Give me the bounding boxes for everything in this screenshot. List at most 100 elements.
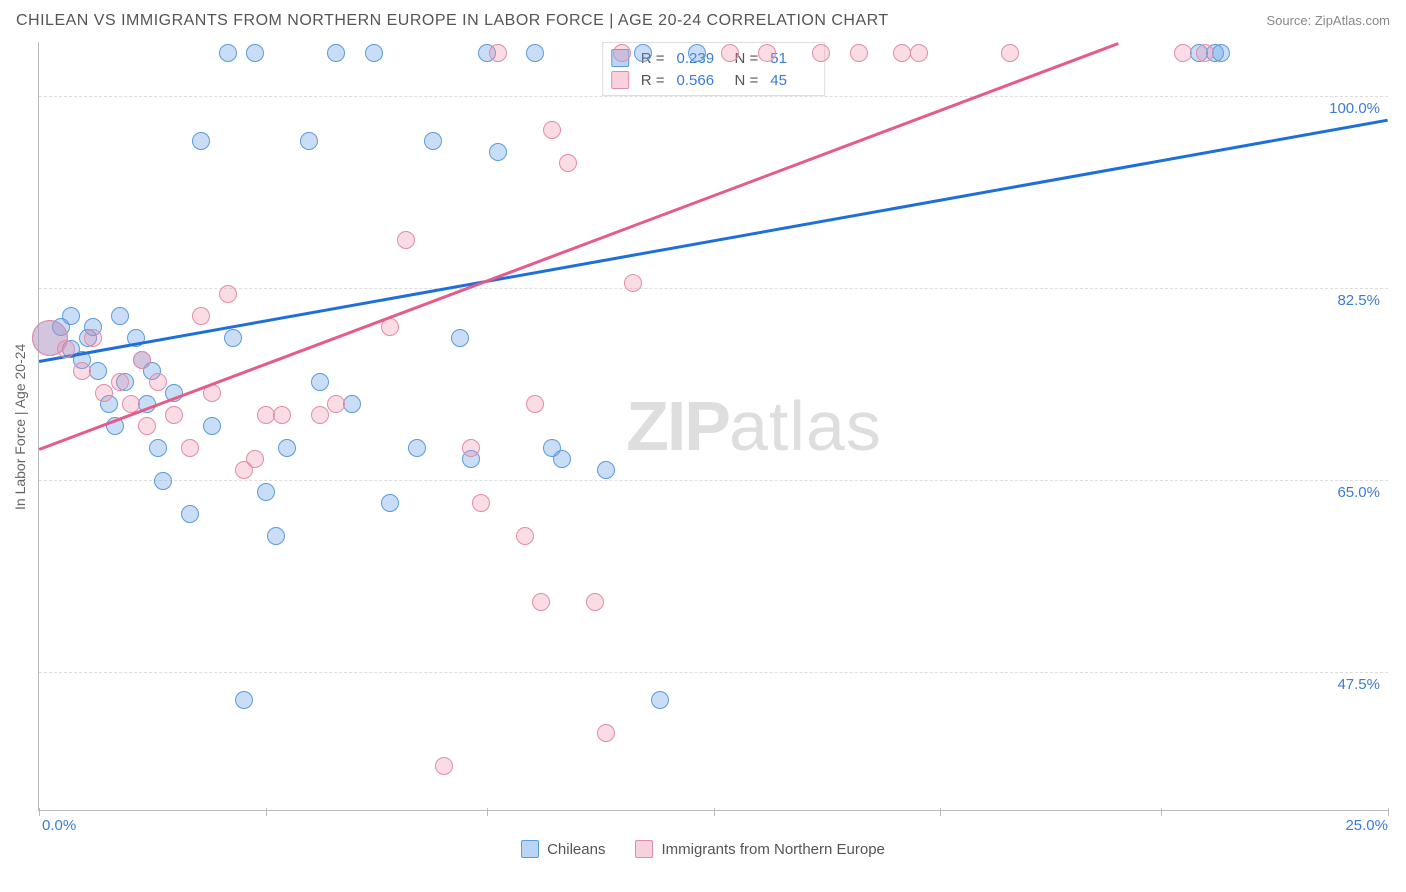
data-point [311,373,329,391]
x-tick [1161,808,1162,816]
data-point [192,132,210,150]
data-point [1212,44,1230,62]
series-legend: Chileans Immigrants from Northern Europe [8,834,1398,858]
y-tick-label: 47.5% [1337,676,1380,693]
data-point [267,527,285,545]
legend-swatch [635,840,653,858]
y-axis-label: In Labor Force | Age 20-24 [8,38,34,815]
data-point [246,450,264,468]
data-point [597,724,615,742]
data-point [1174,44,1192,62]
data-point [246,44,264,62]
data-point [133,351,151,369]
data-point [381,494,399,512]
legend-label: Immigrants from Northern Europe [661,841,884,858]
gridline [39,96,1388,97]
data-point [516,527,534,545]
data-point [95,384,113,402]
data-point [149,439,167,457]
gridline [39,480,1388,481]
data-point [462,439,480,457]
data-point [219,44,237,62]
data-point [532,593,550,611]
data-point [278,439,296,457]
data-point [111,307,129,325]
data-point [257,483,275,501]
data-point [365,44,383,62]
data-point [489,44,507,62]
data-point [526,44,544,62]
x-tick [266,808,267,816]
data-point [192,307,210,325]
data-point [910,44,928,62]
data-point [553,450,571,468]
data-point [149,373,167,391]
data-point [424,132,442,150]
data-point [1196,44,1214,62]
data-point [84,329,102,347]
data-point [327,395,345,413]
x-tick [714,808,715,816]
watermark: ZIPatlas [626,386,882,466]
gridline [39,672,1388,673]
data-point [559,154,577,172]
data-point [634,44,652,62]
trend-line [39,119,1388,363]
x-max-label: 25.0% [1345,817,1388,834]
data-point [758,44,776,62]
x-tick [940,808,941,816]
data-point [397,231,415,249]
data-point [586,593,604,611]
y-tick-label: 65.0% [1337,484,1380,501]
data-point [165,406,183,424]
data-point [1001,44,1019,62]
data-point [597,461,615,479]
data-point [451,329,469,347]
chart-title: CHILEAN VS IMMIGRANTS FROM NORTHERN EURO… [16,12,889,30]
data-point [111,373,129,391]
data-point [327,44,345,62]
data-point [651,691,669,709]
trend-line [39,42,1119,450]
x-tick [487,808,488,816]
gridline [39,288,1388,289]
data-point [526,395,544,413]
y-tick-label: 82.5% [1337,292,1380,309]
data-point [613,44,631,62]
legend-swatch [521,840,539,858]
data-point [219,285,237,303]
data-point [224,329,242,347]
data-point [89,362,107,380]
data-point [721,44,739,62]
data-point [472,494,490,512]
data-point [688,44,706,62]
source-attribution: Source: ZipAtlas.com [1266,13,1390,28]
data-point [812,44,830,62]
data-point [311,406,329,424]
data-point [343,395,361,413]
legend-swatch [611,71,629,89]
legend-stat-row: R =0.566N =45 [611,69,817,91]
data-point [73,362,91,380]
data-point [62,307,80,325]
data-point [273,406,291,424]
legend-item: Chileans [521,840,605,858]
data-point [300,132,318,150]
data-point [408,439,426,457]
data-point [203,417,221,435]
x-tick [39,808,40,816]
plot-area: ZIPatlas R =0.239N =51R =0.566N =45 47.5… [38,42,1388,811]
x-axis-labels: 0.0% 25.0% [42,817,1388,834]
x-min-label: 0.0% [42,817,76,834]
y-tick-label: 100.0% [1329,100,1380,117]
data-point [181,439,199,457]
data-point [235,691,253,709]
x-tick [1388,808,1389,816]
legend-label: Chileans [547,841,605,858]
data-point [435,757,453,775]
data-point [154,472,172,490]
data-point [489,143,507,161]
data-point [138,417,156,435]
data-point [181,505,199,523]
data-point [543,121,561,139]
